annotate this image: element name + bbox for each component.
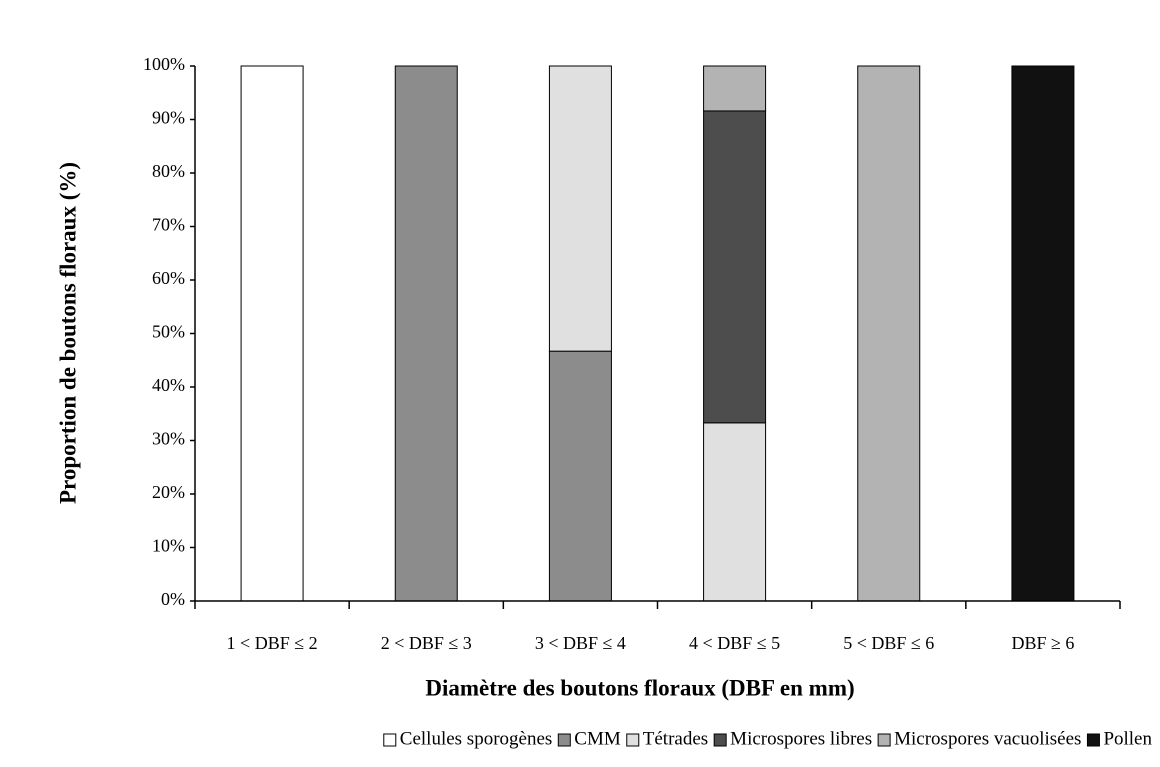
legend-label: Microspores libres [730, 728, 872, 749]
y-axis-title: Proportion de boutons floraux (%) [55, 162, 80, 504]
legend-swatch [626, 733, 640, 747]
legend-swatch [877, 733, 891, 747]
legend-swatch [557, 733, 571, 747]
x-tick-label: 4 < DBF ≤ 5 [689, 633, 780, 653]
bar-segment [548, 350, 612, 602]
bar-segment [703, 422, 767, 602]
y-tick-label: 0% [161, 589, 185, 609]
y-tick-label: 50% [152, 322, 185, 342]
y-tick-label: 60% [152, 268, 185, 288]
bar-segment [548, 65, 612, 352]
bar-segment [703, 65, 767, 112]
bar-segment [394, 65, 458, 602]
y-tick-label: 70% [152, 215, 185, 235]
x-tick-label: 1 < DBF ≤ 2 [227, 633, 318, 653]
y-tick-label: 30% [152, 429, 185, 449]
bar-segment [857, 65, 921, 602]
x-tick-label: 2 < DBF ≤ 3 [381, 633, 472, 653]
x-tick-label: 3 < DBF ≤ 4 [535, 633, 626, 653]
y-tick-label: 40% [152, 375, 185, 395]
legend-swatch [713, 733, 727, 747]
legend-label: CMM [574, 728, 621, 749]
legend-swatch [383, 733, 397, 747]
x-tick-label: DBF ≥ 6 [1011, 633, 1074, 653]
y-tick-label: 80% [152, 161, 185, 181]
legend-swatch [1086, 733, 1100, 747]
bar-segment [1011, 65, 1075, 602]
legend-label: Tétrades [643, 728, 708, 749]
legend: Cellules sporogènes CMM Tétrades Microspore… [383, 728, 1152, 749]
bar-segment [240, 65, 304, 602]
y-tick-label: 10% [152, 536, 185, 556]
y-tick-label: 90% [152, 108, 185, 128]
bar-segment [703, 110, 767, 424]
y-tick-label: 20% [152, 482, 185, 502]
y-tick-label: 100% [143, 54, 185, 74]
x-axis-title: Diamètre des boutons floraux (DBF en mm) [425, 675, 854, 700]
legend-label: Cellules sporogènes [400, 728, 553, 749]
legend-label: Pollen [1103, 728, 1152, 749]
x-tick-label: 5 < DBF ≤ 6 [843, 633, 934, 653]
legend-label: Microspores vacuolisées [894, 728, 1081, 749]
